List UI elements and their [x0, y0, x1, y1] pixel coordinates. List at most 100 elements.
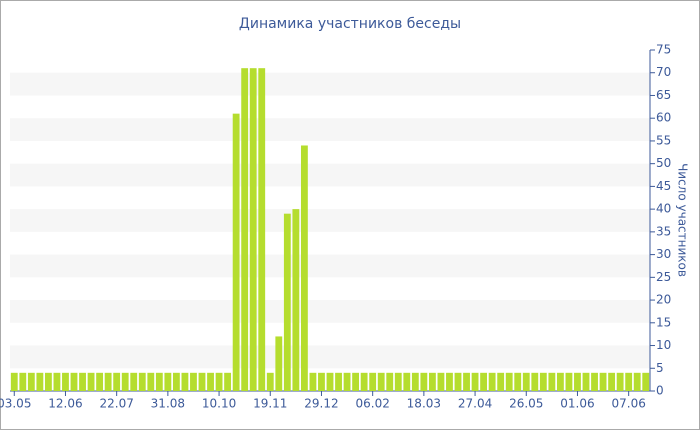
bar — [113, 372, 121, 391]
x-tick-label: 10.10 — [202, 397, 236, 411]
y-tick-label: 55 — [656, 133, 671, 147]
bar — [522, 372, 530, 391]
bar — [190, 372, 197, 391]
bar — [352, 372, 360, 391]
y-tick-label: 15 — [656, 315, 671, 329]
bar — [420, 372, 428, 391]
bar — [164, 372, 172, 391]
bar — [318, 372, 325, 391]
bar — [360, 372, 368, 391]
bar — [300, 145, 308, 391]
x-tick-label: 22.07 — [99, 397, 133, 411]
bar — [488, 372, 496, 391]
bar — [19, 372, 27, 391]
y-tick-label: 40 — [656, 202, 671, 216]
grid-band — [10, 72, 650, 96]
bar — [96, 372, 104, 391]
y-tick-label: 45 — [656, 179, 671, 193]
bar — [599, 372, 607, 391]
bar — [104, 372, 112, 391]
bar — [87, 372, 95, 391]
y-tick-label: 50 — [656, 156, 671, 170]
bar — [275, 336, 283, 391]
bar — [79, 372, 86, 391]
x-tick-label: 29.12 — [304, 397, 338, 411]
bar — [241, 68, 249, 391]
bar — [446, 372, 453, 391]
grid-band — [10, 118, 650, 141]
x-tick-label: 06.02 — [355, 397, 389, 411]
y-axis-label: Число участников — [676, 163, 690, 277]
bar — [62, 372, 69, 391]
bar — [505, 372, 513, 391]
bar — [539, 372, 547, 391]
bar — [642, 372, 650, 391]
bar — [548, 372, 556, 391]
x-tick-label: 07.06 — [611, 397, 645, 411]
bar — [10, 372, 18, 391]
bar — [386, 372, 394, 391]
bar — [292, 209, 300, 391]
x-tick-label: 31.08 — [151, 397, 185, 411]
bar — [633, 372, 641, 391]
bar — [53, 372, 61, 391]
grid-band — [10, 163, 650, 187]
bar — [147, 372, 155, 391]
x-tick-label: 03.05 — [0, 397, 31, 411]
bar — [138, 372, 146, 391]
bar — [70, 372, 78, 391]
y-tick-label: 25 — [656, 270, 671, 284]
bar — [309, 372, 317, 391]
x-tick-label: 01.06 — [560, 397, 594, 411]
bar — [121, 372, 129, 391]
bar — [591, 372, 598, 391]
bar — [428, 372, 436, 391]
grid-band — [10, 254, 650, 278]
y-tick-label: 10 — [656, 338, 671, 352]
y-tick-label: 35 — [656, 224, 671, 238]
bar — [471, 372, 479, 391]
y-tick-label: 30 — [656, 247, 671, 261]
bar — [625, 372, 633, 391]
y-tick-label: 65 — [656, 88, 671, 102]
bar — [394, 372, 402, 391]
bar — [608, 372, 616, 391]
y-tick-label: 60 — [656, 111, 671, 125]
grid-band — [10, 209, 650, 232]
bar — [198, 372, 206, 391]
bar — [437, 372, 445, 391]
x-tick-label: 12.06 — [48, 397, 82, 411]
bar — [403, 372, 411, 391]
bar — [377, 372, 385, 391]
bar — [44, 372, 52, 391]
bar — [232, 113, 240, 392]
bar — [411, 372, 419, 391]
bar — [326, 372, 334, 391]
x-tick-label: 18.03 — [407, 397, 441, 411]
bar — [556, 372, 564, 391]
bar — [215, 372, 223, 391]
bar — [343, 372, 351, 391]
bar — [582, 372, 590, 391]
bar — [27, 372, 35, 391]
bar — [172, 372, 180, 391]
x-tick-label: 27.04 — [458, 397, 492, 411]
bar — [454, 372, 462, 391]
bar — [130, 372, 138, 391]
bar — [565, 372, 573, 391]
bar — [514, 372, 522, 391]
bar — [181, 372, 189, 391]
bar — [258, 68, 266, 391]
chart-title: Динамика участников беседы — [239, 16, 461, 32]
bar — [36, 372, 44, 391]
y-tick-label: 70 — [656, 65, 671, 79]
y-tick-label: 0 — [656, 384, 664, 398]
y-tick-label: 5 — [656, 361, 664, 375]
bar — [463, 372, 470, 391]
bar — [249, 68, 257, 391]
bar — [531, 372, 539, 391]
bar — [224, 372, 232, 391]
bar — [266, 372, 274, 391]
grid-band — [10, 300, 650, 323]
